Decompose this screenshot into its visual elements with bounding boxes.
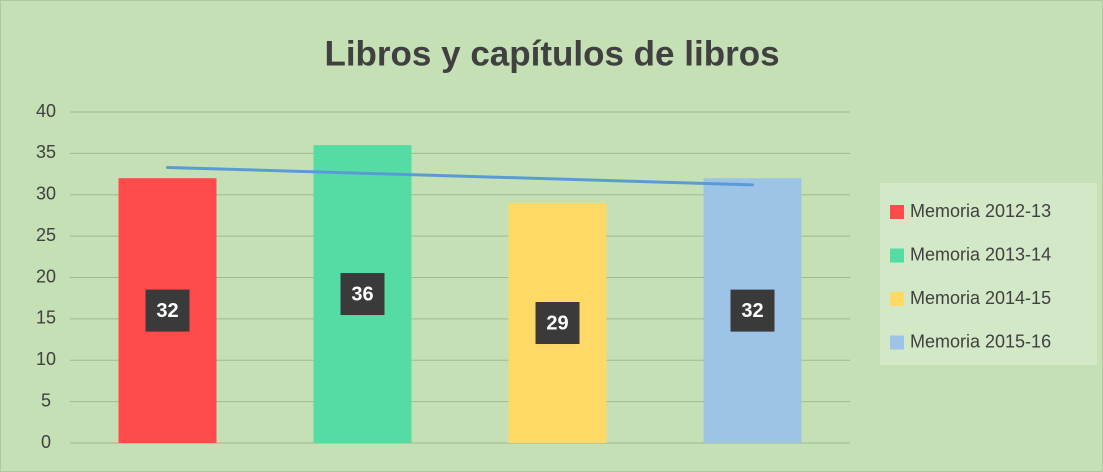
y-tick-label: 10 [36, 349, 56, 369]
legend-box [880, 183, 1097, 365]
y-tick-label: 40 [36, 101, 56, 121]
y-tick-label: 15 [36, 308, 56, 328]
legend-label: Memoria 2013-14 [910, 244, 1051, 264]
legend-label: Memoria 2012-13 [910, 201, 1051, 221]
y-tick-label: 0 [41, 432, 51, 452]
data-label-box [340, 273, 385, 316]
y-tick-label: 30 [36, 184, 56, 204]
data-label: 36 [351, 283, 373, 305]
data-label-box [145, 289, 190, 332]
data-label-box [730, 289, 775, 332]
trendline [166, 165, 754, 187]
legend-swatch [890, 292, 904, 306]
legend-swatch [890, 248, 904, 263]
y-tick-label: 5 [41, 390, 51, 410]
y-tick-label: 20 [36, 266, 56, 286]
data-label: 32 [741, 300, 763, 322]
y-tick-label: 35 [36, 142, 56, 162]
legend-label: Memoria 2014-15 [910, 288, 1051, 308]
chart-title: Libros y capítulos de libros [324, 34, 779, 73]
data-label: 32 [156, 300, 178, 322]
data-label: 29 [546, 312, 568, 334]
legend-swatch [890, 335, 904, 350]
legend-swatch [890, 205, 904, 219]
legend-label: Memoria 2015-16 [910, 331, 1051, 351]
y-tick-label: 25 [36, 225, 56, 245]
data-label-box [535, 302, 580, 345]
